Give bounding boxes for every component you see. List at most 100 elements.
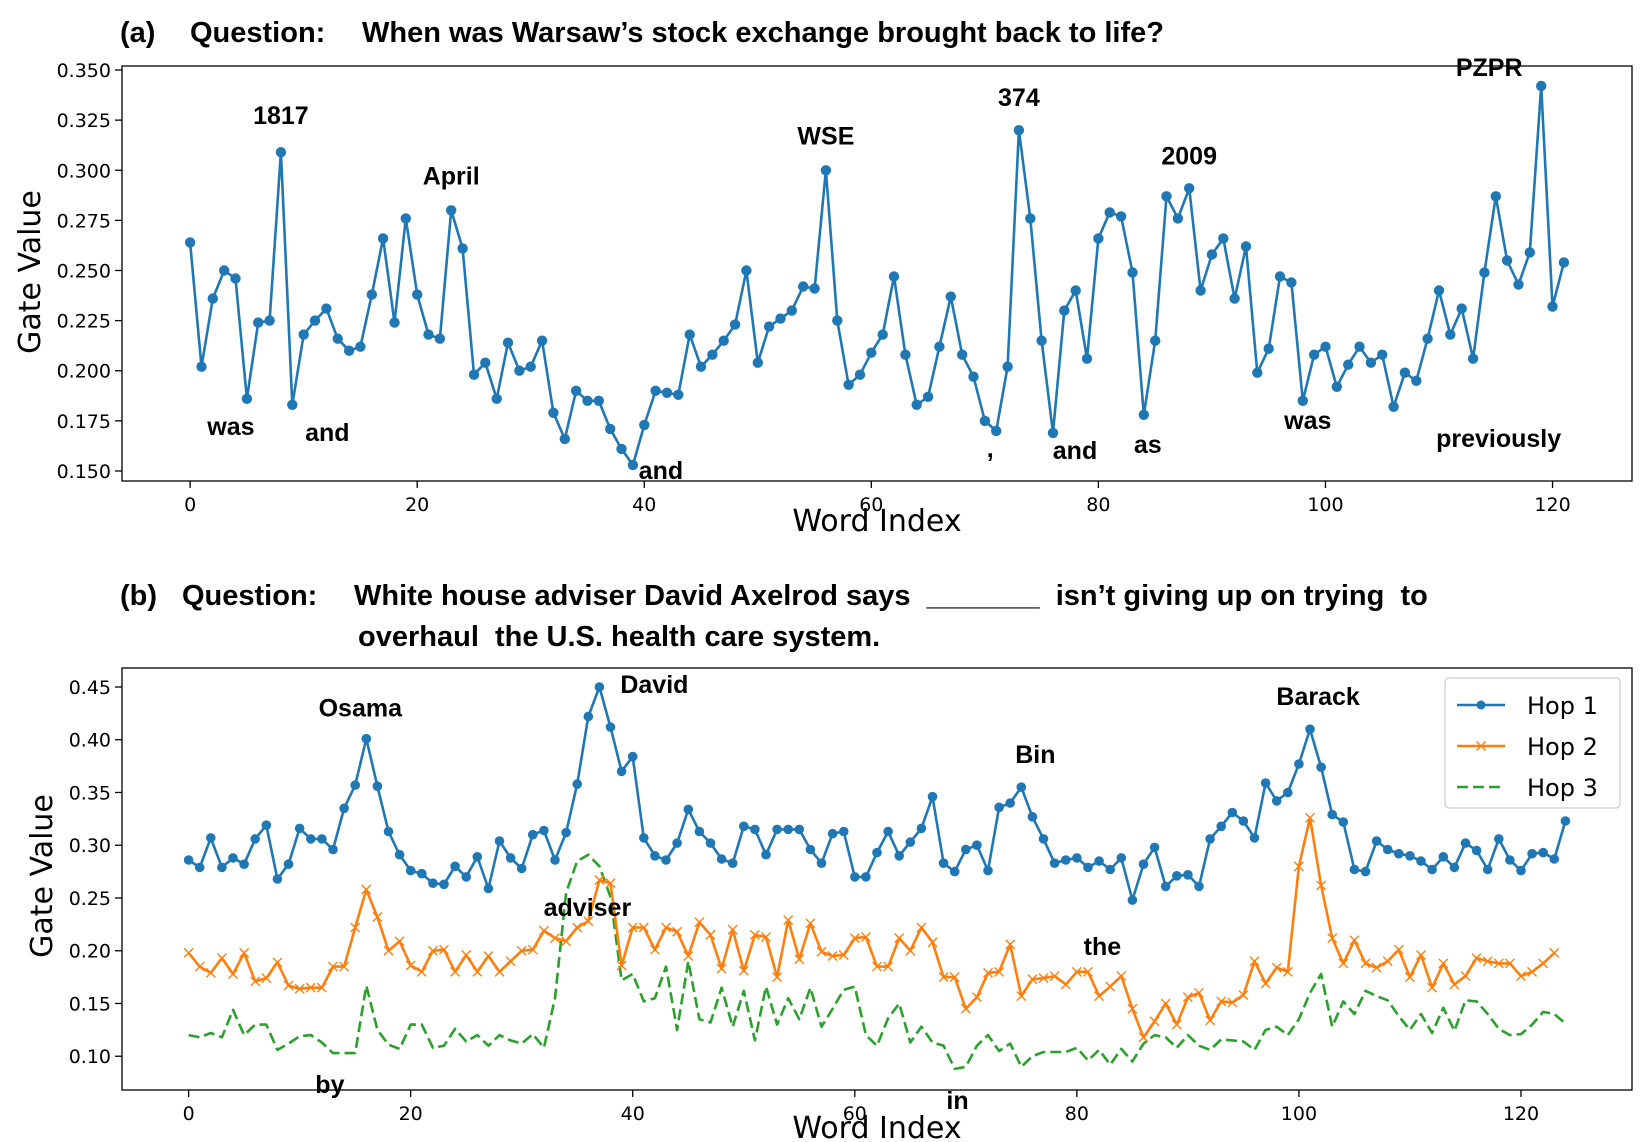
data-point <box>559 433 570 445</box>
data-point <box>328 844 338 855</box>
data-point <box>1316 762 1326 772</box>
data-point <box>1524 247 1536 258</box>
data-point <box>1116 971 1127 982</box>
data-point <box>1160 998 1171 1009</box>
data-point <box>434 333 446 344</box>
x-tick-label: 20 <box>399 1103 423 1125</box>
data-point <box>1371 836 1382 846</box>
data-point <box>883 826 893 837</box>
y-tick-label: 0.10 <box>69 1046 111 1068</box>
data-point <box>805 918 816 929</box>
data-point <box>261 820 272 830</box>
data-point <box>283 980 294 991</box>
y-tick-label: 0.20 <box>69 941 111 963</box>
chart-b-title-line-2: overhaul the U.S. health care system. <box>358 621 880 653</box>
y-tick-label: 0.250 <box>57 260 111 282</box>
data-point <box>794 954 805 965</box>
data-point <box>749 929 760 940</box>
data-point <box>339 803 349 814</box>
data-point <box>1160 881 1171 892</box>
data-point <box>194 961 205 972</box>
data-point <box>727 924 738 935</box>
data-point <box>1216 996 1227 1007</box>
data-point <box>253 317 264 328</box>
x-tick-label: 60 <box>859 494 883 516</box>
data-point <box>343 345 355 356</box>
legend-label: Hop 1 <box>1527 692 1598 720</box>
data-point <box>550 933 561 944</box>
data-point <box>650 851 660 861</box>
data-point <box>838 949 849 960</box>
data-point <box>949 866 960 877</box>
data-point <box>539 825 549 836</box>
data-point <box>472 852 483 862</box>
data-point <box>483 883 494 894</box>
data-point <box>205 967 216 978</box>
chart-a-plot-area: 0 20 40 60 80 100 120 0.150 0.175 0.200 0.225 0.250… <box>57 54 1633 516</box>
data-point <box>750 824 760 835</box>
data-point <box>1460 971 1471 982</box>
data-point <box>217 862 227 873</box>
data-point <box>309 315 321 326</box>
x-tick-label: 100 <box>1281 1103 1317 1125</box>
y-tick-label: 0.350 <box>57 60 111 82</box>
data-point <box>1263 343 1274 354</box>
data-point <box>1504 958 1515 969</box>
data-point <box>184 237 196 248</box>
data-point <box>570 385 582 396</box>
y-tick-label: 0.35 <box>69 782 111 804</box>
data-point <box>372 911 383 922</box>
data-point <box>1411 375 1422 386</box>
data-point <box>206 833 216 843</box>
data-point <box>1549 854 1560 864</box>
data-point <box>1083 862 1093 873</box>
data-point <box>405 960 416 971</box>
annotation-label: WSE <box>797 122 854 150</box>
chart-a-x-axis-label: Word Index <box>792 504 961 539</box>
data-point <box>1501 255 1513 266</box>
data-point <box>1482 956 1493 967</box>
data-point <box>775 313 786 324</box>
data-point <box>1205 834 1215 844</box>
data-point <box>945 291 956 302</box>
data-point <box>661 922 672 933</box>
data-point <box>741 265 752 276</box>
data-point <box>594 682 605 692</box>
annotation-label: Osama <box>319 695 403 723</box>
data-point <box>772 972 783 983</box>
data-point <box>1205 1015 1216 1026</box>
data-point <box>883 961 894 972</box>
annotation-label: in <box>946 1087 968 1115</box>
series-hop-3 <box>188 853 1567 1071</box>
data-point <box>548 407 559 418</box>
data-point <box>1027 812 1038 822</box>
data-point <box>1538 958 1549 969</box>
data-point <box>673 389 684 400</box>
data-point <box>1479 267 1490 278</box>
data-point <box>417 868 427 879</box>
data-point <box>1206 249 1218 260</box>
data-point <box>216 953 227 964</box>
data-point <box>505 956 516 967</box>
data-point <box>1360 866 1371 877</box>
data-point <box>861 872 871 882</box>
data-point <box>416 966 427 977</box>
data-point <box>1094 856 1104 866</box>
data-point <box>1059 305 1070 316</box>
x-tick-label: 0 <box>184 494 196 516</box>
data-point <box>850 872 860 882</box>
data-point <box>805 844 816 855</box>
data-point <box>283 859 294 869</box>
data-point <box>461 949 472 960</box>
data-point <box>605 722 616 732</box>
data-point <box>752 357 763 368</box>
data-point <box>1127 895 1138 905</box>
data-point <box>1527 848 1537 859</box>
data-point <box>412 289 423 300</box>
data-point <box>716 854 727 864</box>
data-point <box>718 335 729 346</box>
annotation-label: , <box>987 435 994 463</box>
data-point <box>1013 125 1025 136</box>
data-point <box>1271 962 1282 973</box>
data-point <box>1394 848 1404 859</box>
